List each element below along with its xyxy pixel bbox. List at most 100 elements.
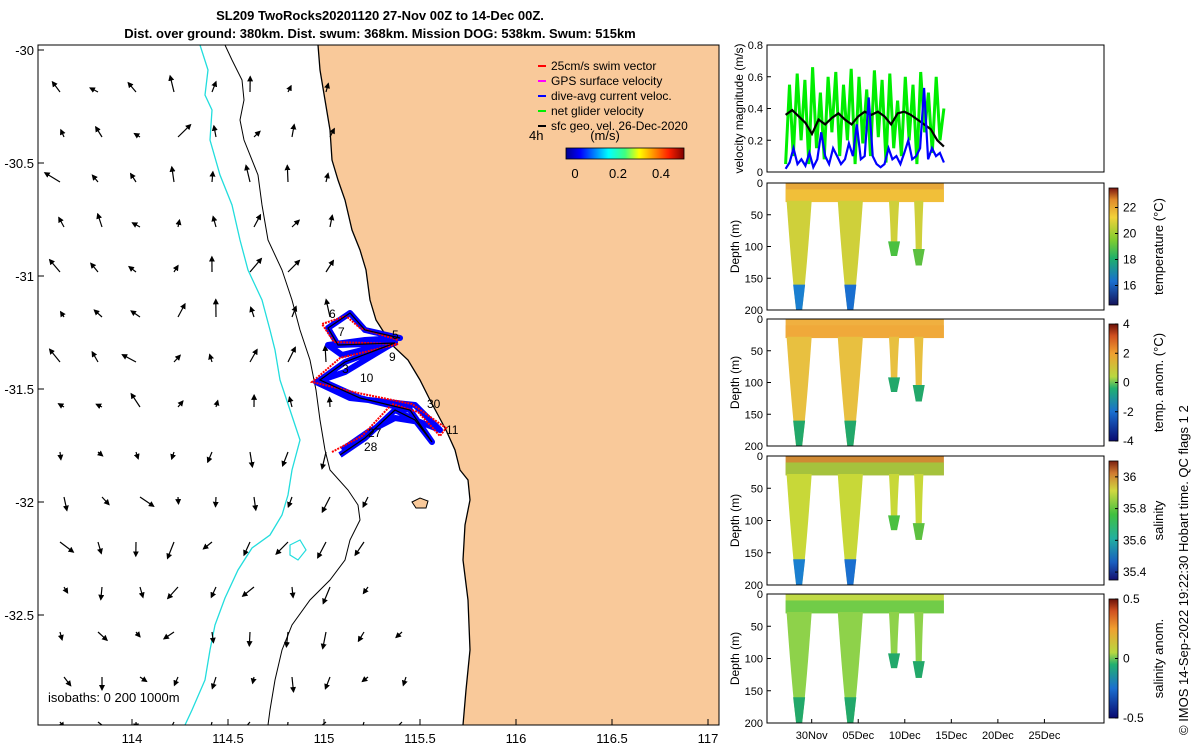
velocity-arrow bbox=[48, 258, 61, 273]
heatmap-upper-layer bbox=[785, 600, 944, 614]
day-label: 5 bbox=[392, 328, 399, 342]
legend-label: sfc geo. vel. 26-Dec-2020 bbox=[551, 119, 688, 133]
velocity-arrow bbox=[324, 676, 331, 690]
colorbar-title: (m/s) bbox=[590, 128, 620, 143]
map-xtick-label: 117 bbox=[698, 731, 719, 746]
velocity-arrow bbox=[177, 123, 192, 138]
velocity-arrow bbox=[211, 80, 218, 93]
colorbar-tick-label: -0.5 bbox=[1123, 711, 1144, 725]
velocity-arrow bbox=[166, 586, 179, 600]
heatmap-ytick-label: 100 bbox=[745, 516, 763, 528]
speed-colorbar bbox=[565, 147, 685, 160]
velocity-arrow bbox=[133, 451, 140, 460]
velocity-arrow bbox=[139, 676, 148, 683]
velocity-arrow bbox=[253, 130, 261, 138]
heatmap-ytick-label: 100 bbox=[745, 654, 763, 666]
heatmap-dive-profile bbox=[786, 336, 812, 446]
velocity-arrow bbox=[287, 395, 294, 408]
heatmap-ytick-label: 200 bbox=[745, 718, 763, 730]
map-axes: 114 114.5 115 115.5 116 116.5 117-30-30.5-31-3… bbox=[4, 43, 718, 746]
velocity-arrow bbox=[202, 541, 213, 550]
heatmap-upper-layer bbox=[785, 189, 944, 203]
heatmap-ytick-label: 0 bbox=[757, 451, 763, 463]
heatmap-ytick-label: 150 bbox=[745, 273, 763, 285]
day-label: 3 bbox=[342, 362, 349, 376]
velocity-arrow bbox=[97, 541, 103, 555]
velocity-arrow bbox=[95, 125, 103, 138]
velocity-arrow bbox=[57, 631, 64, 641]
velocity-arrow bbox=[43, 172, 61, 183]
velocity-arrow bbox=[175, 496, 182, 505]
heatmap-dive-tip bbox=[844, 284, 857, 310]
velocity-arrow bbox=[253, 213, 262, 228]
velocity-arrow bbox=[59, 310, 66, 318]
velocity-arrow bbox=[211, 215, 218, 228]
velocity-arrow bbox=[97, 631, 108, 642]
glider-track-red bbox=[309, 314, 448, 453]
figure-title-line2: Dist. over ground: 380km. Dist. swum: 36… bbox=[124, 26, 636, 41]
heatmap-ytick-label: 50 bbox=[751, 210, 763, 222]
heatmap-dive-profile bbox=[837, 200, 863, 310]
map-xtick-label: 114 bbox=[122, 731, 143, 746]
velocity-arrow bbox=[58, 216, 65, 228]
heatmap-dive-tip bbox=[912, 385, 925, 402]
velocity-arrow bbox=[208, 353, 214, 363]
heatmap-ylabel: Depth (m) bbox=[728, 494, 742, 547]
velocity-arrow bbox=[249, 348, 258, 363]
map-ytick-label: -30 bbox=[15, 43, 34, 58]
time-xtick-label: 30Nov bbox=[796, 730, 828, 742]
velocity-arrow bbox=[249, 257, 263, 273]
heatmap-ytick-label: 200 bbox=[745, 441, 763, 453]
velocity-arrow bbox=[101, 496, 110, 506]
heatmap-colorbar bbox=[1108, 187, 1119, 306]
velocity-arrow bbox=[361, 676, 369, 683]
heatmap-dive-profile bbox=[837, 336, 863, 446]
colorbar-tick-label: -4 bbox=[1123, 434, 1134, 448]
velocity-arrow bbox=[321, 496, 331, 514]
velocity-arrow bbox=[210, 586, 217, 599]
heatmap-ytick-label: 0 bbox=[757, 589, 763, 601]
velocity-arrow bbox=[89, 87, 99, 93]
velocity-arrow bbox=[96, 212, 103, 228]
heatmap-dive-tip bbox=[844, 420, 857, 446]
velocity-arrow bbox=[206, 451, 213, 464]
velocity-arrow bbox=[248, 451, 255, 469]
day-label: 30 bbox=[427, 397, 441, 411]
velocity-arrow bbox=[213, 399, 220, 408]
day-label: 7 bbox=[338, 325, 345, 339]
geostrophic-velocity-arrows bbox=[43, 74, 408, 725]
day-label: 11 bbox=[446, 423, 459, 437]
velocity-arrow bbox=[212, 496, 219, 508]
heatmap-ytick-label: 50 bbox=[751, 483, 763, 495]
map-xtick-label: 116 bbox=[506, 731, 527, 746]
velocity-ytick-label: 0.2 bbox=[748, 135, 763, 147]
velocity-arrow bbox=[169, 165, 176, 183]
colorbar-tick-label: 4 bbox=[1123, 317, 1130, 331]
velocity-arrow bbox=[290, 676, 297, 693]
velocity-arrow bbox=[175, 218, 182, 228]
velocity-arrow bbox=[95, 403, 103, 410]
velocity-arrow bbox=[133, 132, 141, 139]
colorbar-tick-label: 0 bbox=[1123, 652, 1130, 666]
map-ytick-label: -32 bbox=[15, 495, 34, 510]
glider-track-black bbox=[318, 312, 433, 456]
heatmap-dive-profile bbox=[786, 474, 812, 585]
time-xtick-label: 05Dec bbox=[842, 730, 874, 742]
velocity-arrow bbox=[138, 586, 145, 599]
colorbar-tick-label: 18 bbox=[1123, 253, 1137, 267]
velocity-arrow bbox=[162, 631, 175, 640]
velocity-series-line bbox=[784, 87, 945, 171]
day-label: 27 bbox=[368, 426, 382, 440]
speed-colorbar-tick: 0.4 bbox=[652, 166, 670, 181]
heatmap-dive-tip bbox=[912, 249, 925, 266]
heatmap-ylabel: Depth (m) bbox=[728, 632, 742, 685]
map-xtick-label: 115 bbox=[314, 731, 335, 746]
heatmap-upper-layer bbox=[785, 325, 944, 339]
velocity-arrow bbox=[177, 302, 186, 318]
velocity-ytick-label: 0 bbox=[757, 167, 763, 179]
velocity-arrow bbox=[287, 346, 296, 363]
day-label: 28 bbox=[364, 440, 378, 454]
isobath-1000m bbox=[184, 45, 301, 725]
velocity-arrow bbox=[210, 721, 213, 725]
heatmap-ytick-label: 200 bbox=[745, 305, 763, 317]
